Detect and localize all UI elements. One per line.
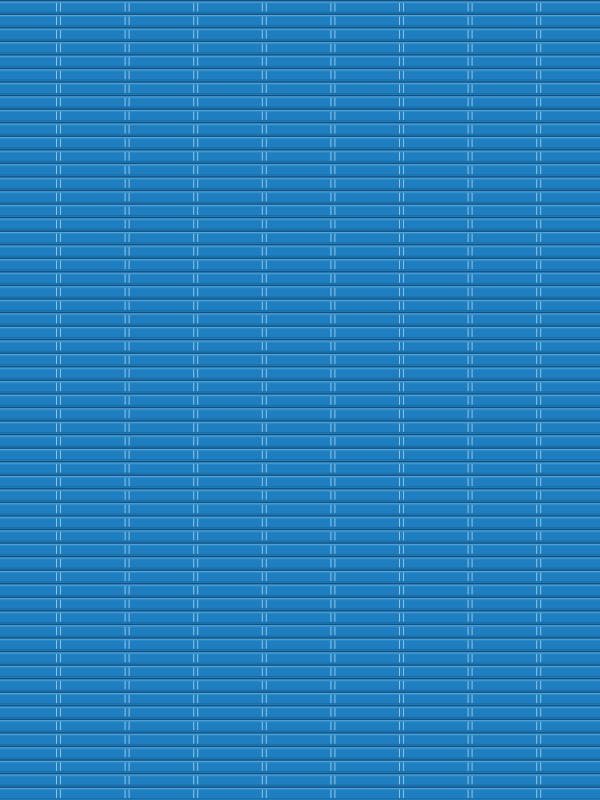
cords bbox=[0, 0, 600, 800]
page: {} html, body { margin: 0; padding: 0; w… bbox=[0, 0, 600, 800]
blind-pattern bbox=[0, 0, 600, 800]
body bbox=[0, 0, 600, 800]
